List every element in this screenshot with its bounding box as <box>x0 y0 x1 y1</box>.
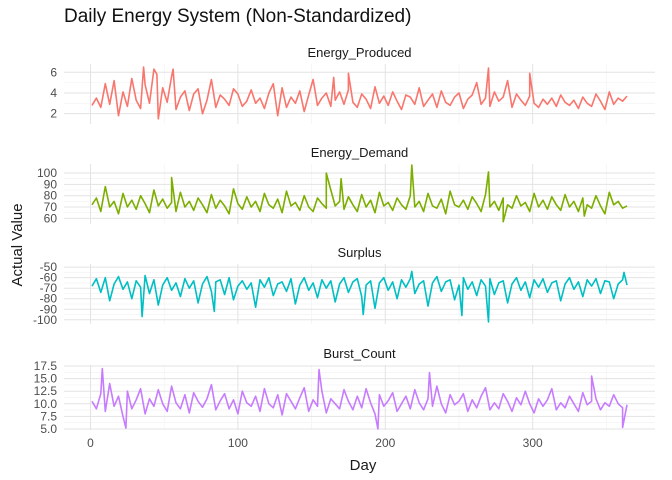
facet-burst-count: 5.07.510.012.515.017.5 Burst_Count <box>34 346 655 436</box>
y-tick-label: 7.5 <box>40 409 57 423</box>
y-tick-label: 15.0 <box>34 372 58 386</box>
facet-title: Burst_Count <box>323 346 396 361</box>
facet-surplus: -100-90-80-70-60-50 Surplus <box>33 245 655 327</box>
y-tick-label: 70 <box>44 200 58 214</box>
y-tick-label: 4 <box>50 86 57 100</box>
y-tick-label: 10.0 <box>34 397 58 411</box>
x-tick-label: 100 <box>228 436 248 450</box>
series-line-energy-demand <box>91 164 628 223</box>
chart-title: Daily Energy System (Non-Standardized) <box>64 6 412 27</box>
y-tick-label: -100 <box>33 313 57 327</box>
y-tick-label: 90 <box>44 177 58 191</box>
x-tick-label: 0 <box>87 436 94 450</box>
x-tick-label: 300 <box>523 436 543 450</box>
y-tick-label: 80 <box>44 189 58 203</box>
y-tick-label: -80 <box>40 292 58 306</box>
y-tick-label: 2 <box>50 107 57 121</box>
y-tick-label: 5.0 <box>40 422 57 436</box>
y-axis-title: Actual Value <box>9 203 26 286</box>
facet-energy-produced: 2 4 6 Energy_Produced <box>50 45 655 124</box>
facet-title: Energy_Demand <box>311 145 409 160</box>
series-line-burst-count <box>91 367 628 430</box>
y-tick-label: -70 <box>40 281 58 295</box>
facet-title: Energy_Produced <box>307 45 411 60</box>
y-tick-label: -90 <box>40 302 58 316</box>
y-tick-label: -60 <box>40 271 58 285</box>
y-tick-label: 60 <box>44 211 58 225</box>
x-axis-title: Day <box>350 457 377 474</box>
x-axis: 0 100 200 300 <box>87 436 543 450</box>
x-tick-label: 200 <box>375 436 395 450</box>
series-line-energy-produced <box>91 66 628 120</box>
y-tick-label: 6 <box>50 65 57 79</box>
y-tick-label: 17.5 <box>34 359 58 373</box>
y-tick-label: -50 <box>40 260 58 274</box>
y-tick-label: 12.5 <box>34 384 58 398</box>
y-tick-label: 100 <box>37 166 57 180</box>
series-line-surplus <box>91 270 628 323</box>
facet-title: Surplus <box>337 245 382 260</box>
